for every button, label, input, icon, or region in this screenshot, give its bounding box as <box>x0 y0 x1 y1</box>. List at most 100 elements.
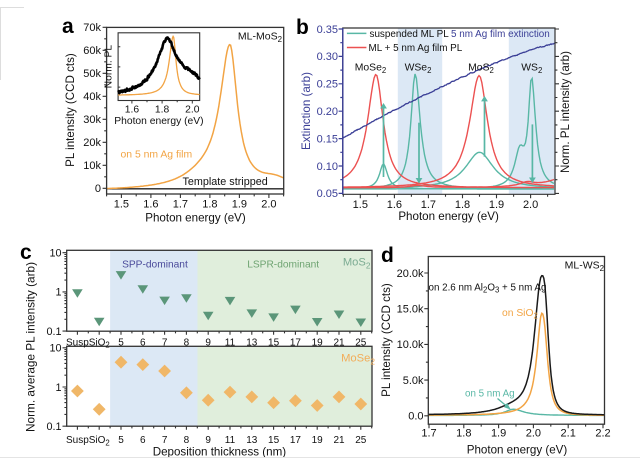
svg-text:2.0: 2.0 <box>526 428 541 440</box>
svg-text:SPP-dominant: SPP-dominant <box>122 259 188 270</box>
svg-text:6: 6 <box>140 435 146 446</box>
svg-text:40k: 40k <box>83 91 101 103</box>
svg-text:70k: 70k <box>83 22 101 34</box>
svg-text:25: 25 <box>355 337 367 348</box>
svg-text:10: 10 <box>49 248 61 260</box>
svg-text:MoS2: MoS2 <box>468 63 494 76</box>
svg-text:13: 13 <box>246 435 258 446</box>
svg-text:15: 15 <box>268 435 280 446</box>
svg-text:Photon energy (eV): Photon energy (eV) <box>467 444 568 457</box>
svg-text:21: 21 <box>333 337 345 348</box>
svg-text:1.5: 1.5 <box>353 199 368 211</box>
svg-text:0.1: 0.1 <box>46 326 61 338</box>
svg-text:11: 11 <box>225 337 236 348</box>
svg-text:15.0k: 15.0k <box>397 304 424 316</box>
svg-text:Photon energy (eV): Photon energy (eV) <box>114 116 203 127</box>
svg-text:20.0k: 20.0k <box>397 268 424 280</box>
svg-text:15: 15 <box>268 337 280 348</box>
svg-text:MoSe2: MoSe2 <box>341 353 375 367</box>
svg-text:0.25: 0.25 <box>317 79 338 91</box>
svg-text:0.15: 0.15 <box>317 133 338 145</box>
svg-text:0.05: 0.05 <box>317 188 338 200</box>
svg-text:ML + 5 nm Ag film PL: ML + 5 nm Ag film PL <box>369 43 463 54</box>
svg-text:d: d <box>381 244 394 267</box>
svg-text:17: 17 <box>290 435 302 446</box>
svg-text:suspended ML PL: suspended ML PL <box>370 29 450 40</box>
svg-text:1: 1 <box>55 287 61 299</box>
svg-text:2.2: 2.2 <box>595 428 610 440</box>
svg-text:ML-WS2: ML-WS2 <box>565 260 604 274</box>
svg-text:SiO2: SiO2 <box>89 337 110 349</box>
svg-text:1.6: 1.6 <box>143 199 158 211</box>
svg-text:8: 8 <box>184 337 190 348</box>
svg-text:6: 6 <box>140 337 146 348</box>
svg-text:Extinction (arb): Extinction (arb) <box>300 72 313 150</box>
svg-text:5 nm Ag film extinction: 5 nm Ag film extinction <box>451 29 550 40</box>
svg-text:MoSe2: MoSe2 <box>355 63 387 76</box>
svg-text:2.1: 2.1 <box>561 428 576 440</box>
svg-text:Photon energy (eV): Photon energy (eV) <box>398 210 499 223</box>
svg-text:Norm. average PL intensity (ar: Norm. average PL intensity (arb) <box>24 262 38 432</box>
svg-text:Template stripped: Template stripped <box>183 176 268 188</box>
svg-text:MoS2: MoS2 <box>343 257 371 271</box>
svg-text:1.9: 1.9 <box>491 428 506 440</box>
svg-text:0.30: 0.30 <box>317 51 338 63</box>
svg-text:1.9: 1.9 <box>232 199 247 211</box>
svg-text:1: 1 <box>55 382 61 394</box>
svg-text:7: 7 <box>162 337 168 348</box>
svg-text:1.9: 1.9 <box>489 199 504 211</box>
svg-text:LSPR-dominant: LSPR-dominant <box>247 259 319 270</box>
svg-text:PL intensity (CCD cts): PL intensity (CCD cts) <box>380 283 393 397</box>
svg-text:1.8: 1.8 <box>155 105 170 116</box>
svg-text:0.1: 0.1 <box>46 421 61 433</box>
svg-text:8: 8 <box>184 435 190 446</box>
svg-text:2.0: 2.0 <box>523 199 538 211</box>
svg-text:Susp: Susp <box>66 337 89 348</box>
svg-text:5: 5 <box>118 435 124 446</box>
svg-text:0.0: 0.0 <box>408 411 423 423</box>
svg-text:5.0k: 5.0k <box>403 375 424 387</box>
svg-text:17: 17 <box>290 337 302 348</box>
svg-text:on 5 nm Ag: on 5 nm Ag <box>465 389 515 400</box>
svg-text:Norm. PL intensity (arb): Norm. PL intensity (arb) <box>559 51 572 173</box>
svg-text:9: 9 <box>205 435 211 446</box>
svg-text:1.7: 1.7 <box>421 428 436 440</box>
svg-text:10.0k: 10.0k <box>397 339 424 351</box>
svg-text:1.8: 1.8 <box>455 199 470 211</box>
svg-text:on 5 nm Ag film: on 5 nm Ag film <box>121 150 193 161</box>
svg-text:7: 7 <box>162 435 168 446</box>
svg-text:1.8: 1.8 <box>456 428 471 440</box>
svg-text:0.10: 0.10 <box>317 161 338 173</box>
svg-text:0.20: 0.20 <box>317 106 338 118</box>
svg-text:2.0: 2.0 <box>261 199 276 211</box>
svg-text:ML-MoS2: ML-MoS2 <box>238 31 282 45</box>
svg-text:21: 21 <box>333 435 345 446</box>
svg-text:1.7: 1.7 <box>173 199 188 211</box>
svg-text:20k: 20k <box>83 137 101 149</box>
svg-text:13: 13 <box>246 337 258 348</box>
svg-text:30k: 30k <box>83 114 101 126</box>
svg-text:10k: 10k <box>83 160 101 172</box>
svg-text:Photon energy (eV): Photon energy (eV) <box>145 212 246 225</box>
svg-text:PL intensity (CCD cts): PL intensity (CCD cts) <box>64 53 77 167</box>
svg-text:1.6: 1.6 <box>387 199 402 211</box>
svg-text:19: 19 <box>312 337 324 348</box>
svg-text:c: c <box>20 241 32 264</box>
svg-text:1.7: 1.7 <box>421 199 436 211</box>
svg-text:a: a <box>62 15 74 38</box>
svg-text:on 2.6 nm Al2O3 + 5 nm Ag: on 2.6 nm Al2O3 + 5 nm Ag <box>429 282 547 294</box>
svg-text:11: 11 <box>225 435 236 446</box>
svg-text:0: 0 <box>95 183 101 195</box>
svg-text:2.0: 2.0 <box>185 105 200 116</box>
svg-text:0.35: 0.35 <box>317 24 338 36</box>
svg-text:WS2: WS2 <box>521 63 542 76</box>
svg-text:b: b <box>296 16 309 39</box>
svg-text:10: 10 <box>49 343 61 355</box>
svg-text:9: 9 <box>205 337 211 348</box>
svg-text:1.6: 1.6 <box>125 105 140 116</box>
svg-text:25: 25 <box>355 435 367 446</box>
svg-text:Norm. PL: Norm. PL <box>104 45 115 89</box>
svg-text:WSe2: WSe2 <box>405 63 432 76</box>
svg-text:19: 19 <box>312 435 324 446</box>
svg-text:60k: 60k <box>83 45 101 57</box>
